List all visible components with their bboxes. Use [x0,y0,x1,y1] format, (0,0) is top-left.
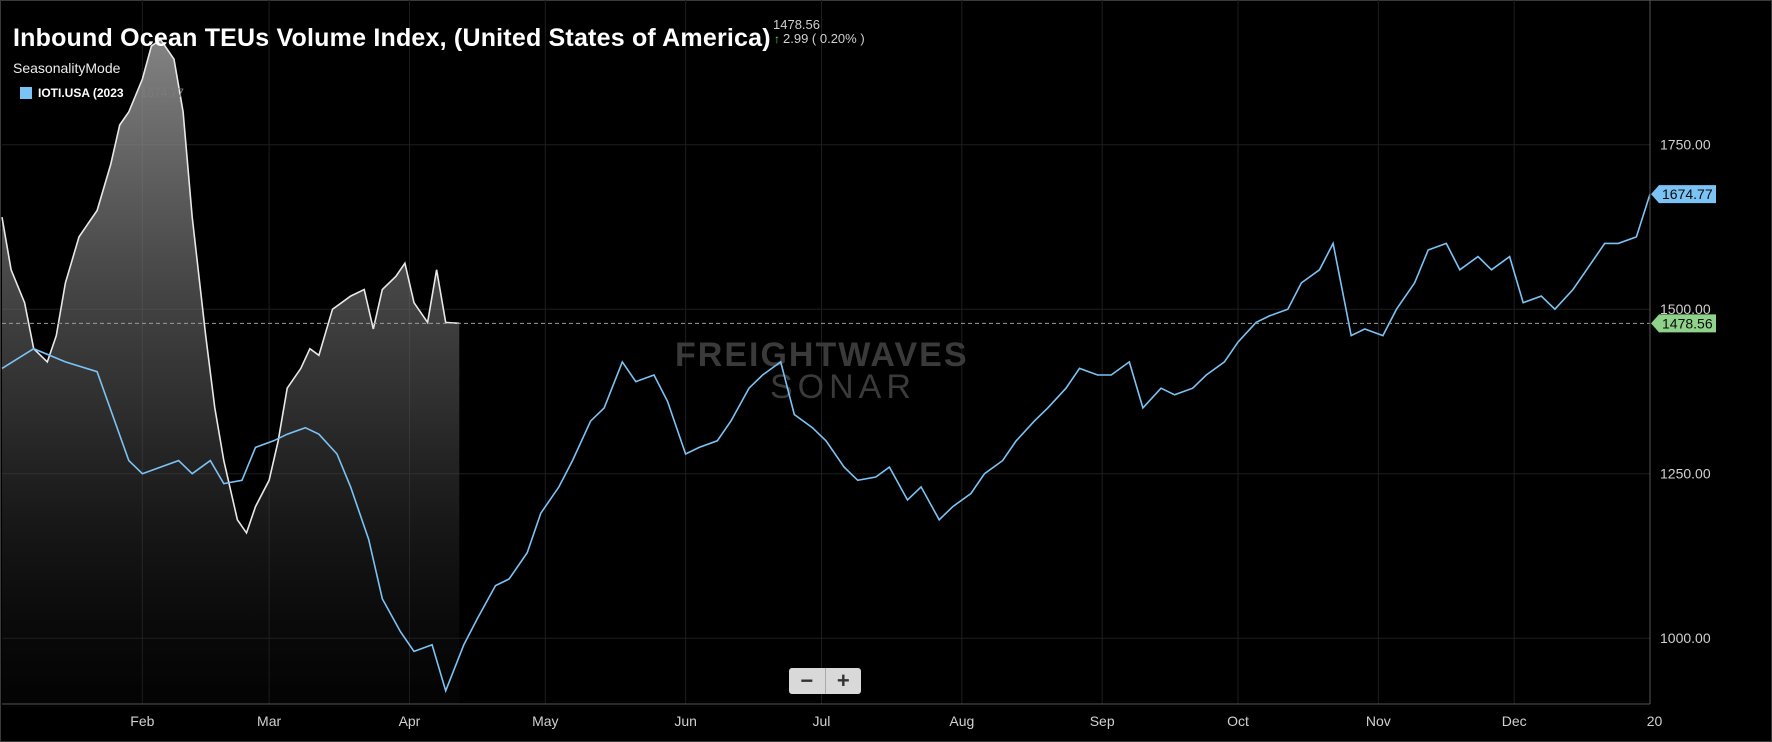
watermark: FREIGHTWAVES SONAR [675,336,969,406]
series-layer [1,38,1651,704]
last-value-tag-green-bg [1651,314,1716,333]
y-tick-label: 1750.00 [1660,137,1711,153]
x-tick-label: Jul [813,713,831,729]
x-tick-label: Dec [1502,713,1527,729]
chart-title: Inbound Ocean TEUs Volume Index, (United… [13,24,771,52]
zoom-control: − + [789,668,861,694]
x-tick-label: Mar [257,713,281,729]
zoom-out-button[interactable]: − [800,668,814,693]
legend-value: 1674.77 [140,86,184,100]
watermark-freightwaves: FREIGHTWAVES [675,336,969,374]
last-value: 1478.56 [773,17,820,32]
last-value-tag-blue-text: 1674.77 [1662,186,1713,202]
y-axis: 1750.00 1500.00 1250.00 1000.00 [1649,0,1711,704]
up-arrow-icon: ↑ [774,32,780,46]
seasonality-mode-label: SeasonalityMode [13,60,121,76]
change-text: 2.99 ( 0.20% ) [783,31,865,46]
x-axis: Feb Mar Apr May Jun Jul Aug Sep Oct Nov Dec 20 [2,703,1663,729]
price-tags: 1674.77 1478.56 [1651,185,1716,333]
last-value-tag-blue-bg [1651,185,1716,204]
series-area-fill [2,39,460,704]
x-tick-label: May [532,713,558,729]
x-tick-label: Sep [1090,713,1115,729]
x-tick-label: Nov [1366,713,1391,729]
x-tick-label: Aug [949,713,974,729]
watermark-sonar: SONAR [770,368,916,406]
zoom-in-button[interactable]: + [824,668,862,694]
x-tick-label: Oct [1227,713,1249,729]
x-tick-label: Feb [130,713,154,729]
y-tick-label: 1000.00 [1660,630,1711,646]
legend-label: IOTI.USA (2023 [38,86,124,100]
x-tick-label: Jun [674,713,697,729]
y-tick-label: 1250.00 [1660,466,1711,482]
legend[interactable]: IOTI.USA (2023 1674.77 [20,86,184,100]
legend-swatch [20,87,32,99]
last-value-tag-green-text: 1478.56 [1662,315,1713,331]
x-tick-label: 20 [1647,713,1663,729]
y-tick-label: 1500.00 [1660,301,1711,317]
change-readout: ↑ 2.99 ( 0.20% ) [774,31,865,46]
series-line-blue [1,193,1651,694]
series-line-white [1,38,460,535]
x-tick-label: Apr [399,713,421,729]
